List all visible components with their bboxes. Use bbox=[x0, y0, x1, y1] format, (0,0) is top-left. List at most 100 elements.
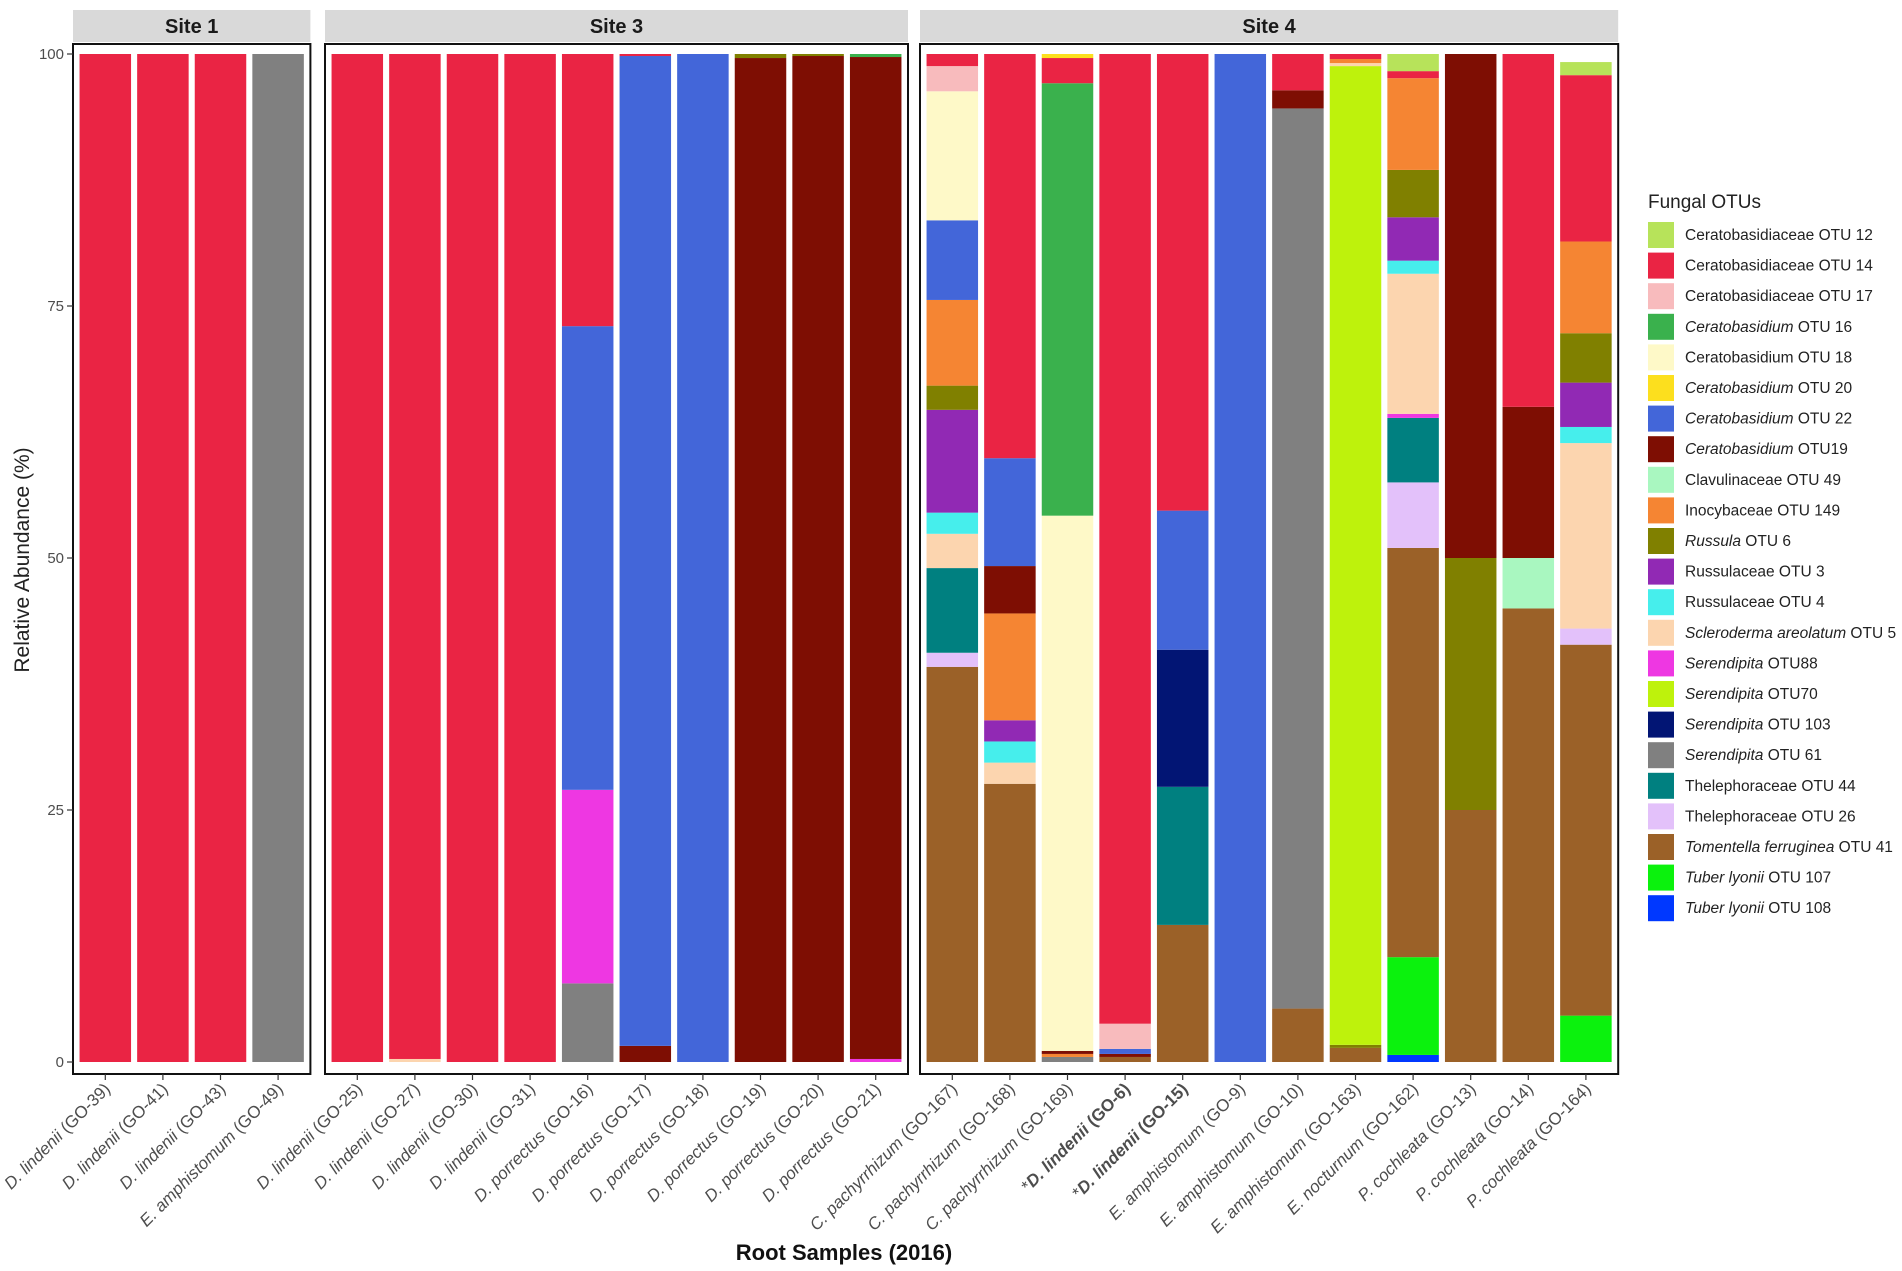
bar-segment-o17 bbox=[926, 66, 979, 92]
facet-panel-border bbox=[324, 43, 909, 1075]
bar-segment-o6 bbox=[926, 385, 979, 410]
bar-segment-o19 bbox=[1272, 90, 1324, 109]
legend-key-o49 bbox=[1648, 466, 1674, 493]
x-tick-label: D. lindenii (GO-39) bbox=[0, 1079, 114, 1193]
y-tick-label: 25 bbox=[47, 802, 64, 819]
bar-segment-o14 bbox=[984, 54, 1036, 459]
bar-segment-o3 bbox=[926, 409, 979, 513]
bar-segment-o14 bbox=[926, 54, 979, 67]
legend-label: Serendipita OTU88 bbox=[1685, 655, 1818, 672]
legend-label: Ceratobasidiaceae OTU 14 bbox=[1685, 258, 1873, 275]
bar-segment-o19 bbox=[849, 57, 902, 1059]
bar-segment-o41 bbox=[1560, 644, 1612, 1016]
facet-panel-border bbox=[919, 43, 1620, 1075]
bar-segment-o14 bbox=[619, 54, 672, 57]
facet-strip bbox=[325, 10, 908, 42]
legend-key-o14 bbox=[1648, 252, 1674, 279]
bar-segment-o6 bbox=[1387, 169, 1439, 218]
bar-segment-o14 bbox=[1329, 54, 1382, 60]
x-tick-label: D. lindenii (GO-43) bbox=[116, 1079, 230, 1193]
legend-key-o44 bbox=[1648, 772, 1674, 799]
bar-segment-o16 bbox=[1041, 83, 1094, 516]
legend-key-o16 bbox=[1648, 313, 1674, 340]
legend-key-o19 bbox=[1648, 436, 1674, 463]
x-tick-label: D. lindenii (GO-41) bbox=[58, 1079, 172, 1193]
legend-key-o20 bbox=[1648, 375, 1674, 401]
legend-key-o61 bbox=[1648, 742, 1674, 769]
bar-segment-o88 bbox=[1387, 413, 1439, 418]
facet-strips: Site 1 Site 3 Site 4 bbox=[73, 10, 1619, 42]
legend-label: Ceratobasidiaceae OTU 12 bbox=[1685, 227, 1873, 244]
bar-segment-o149 bbox=[984, 613, 1036, 721]
bar-segment-o103 bbox=[1156, 649, 1209, 787]
legend-label: Ceratobasidium OTU 20 bbox=[1685, 380, 1853, 397]
bar-segment-o3 bbox=[984, 720, 1036, 742]
bar-segment-o14 bbox=[389, 54, 441, 1059]
bar-segment-o17 bbox=[1099, 1023, 1151, 1049]
bar-segment-o41 bbox=[926, 666, 979, 1062]
legend-key-o22 bbox=[1648, 405, 1674, 432]
bar-segment-o19 bbox=[734, 58, 787, 1063]
bar-segment-o61 bbox=[1041, 1056, 1094, 1062]
bar-segment-o14 bbox=[561, 54, 614, 327]
bar-segment-o26 bbox=[1560, 628, 1612, 645]
bar-segment-o19 bbox=[619, 1045, 672, 1062]
legend-key-o5 bbox=[1648, 619, 1674, 646]
bar-segment-o6 bbox=[1329, 1044, 1382, 1048]
legend-label: Thelephoraceae OTU 26 bbox=[1685, 808, 1856, 825]
bar-segment-o14 bbox=[79, 54, 132, 1062]
legend-key-o26 bbox=[1648, 803, 1674, 830]
bar-segment-o14 bbox=[1387, 71, 1439, 79]
legend-key-o88 bbox=[1648, 650, 1674, 677]
bar-segment-o149 bbox=[1387, 78, 1439, 170]
legend-label: Inocybaceae OTU 149 bbox=[1685, 502, 1840, 519]
bar-segment-o4 bbox=[984, 741, 1036, 763]
bar-segment-o149 bbox=[1041, 1053, 1094, 1057]
bar-segment-o22 bbox=[1214, 54, 1267, 1062]
legend-label: Tuber lyonii OTU 108 bbox=[1685, 900, 1831, 917]
bar-segment-o22 bbox=[1156, 510, 1209, 650]
bar-segment-o14 bbox=[1272, 54, 1324, 91]
bar-segment-o6 bbox=[734, 54, 787, 59]
bar-segment-o22 bbox=[677, 54, 729, 1062]
legend-key-o6 bbox=[1648, 528, 1674, 554]
bar-segment-o18 bbox=[926, 91, 979, 221]
bar-segment-o19 bbox=[1041, 1050, 1094, 1054]
bar-segment-o22 bbox=[619, 56, 672, 1046]
x-tick-label: *D. lindenii (GO-6) bbox=[1018, 1079, 1134, 1195]
legend-label: Ceratobasidium OTU 22 bbox=[1685, 411, 1852, 428]
bar-segment-o5 bbox=[926, 533, 979, 569]
y-tick-label: 0 bbox=[56, 1054, 64, 1071]
legend-title: Fungal OTUs bbox=[1648, 192, 1761, 213]
bar-segment-o14 bbox=[446, 54, 499, 1062]
bar-segment-o5 bbox=[389, 1058, 441, 1062]
bar-segments bbox=[79, 54, 1612, 1063]
y-axis-title: Relative Abundance (%) bbox=[11, 447, 34, 672]
bar-segment-o19 bbox=[984, 566, 1036, 614]
x-axis: D. lindenii (GO-39)D. lindenii (GO-41)D.… bbox=[0, 1074, 1595, 1237]
legend-key-o18 bbox=[1648, 344, 1674, 371]
legend-key-o3 bbox=[1648, 558, 1674, 585]
bar-segment-o20 bbox=[1041, 54, 1094, 59]
bar-segment-o149 bbox=[1560, 241, 1612, 334]
legend-key-o107 bbox=[1648, 864, 1674, 891]
facet-strip-label: Site 1 bbox=[165, 16, 218, 38]
bar-segment-o19 bbox=[792, 56, 844, 1063]
bar-segment-o14 bbox=[1099, 54, 1151, 1024]
x-tick-label: D. lindenii (GO-27) bbox=[310, 1079, 424, 1193]
legend-key-o41 bbox=[1648, 834, 1674, 860]
legend-key-o108 bbox=[1648, 895, 1674, 922]
bar-segment-o22 bbox=[984, 458, 1036, 567]
legend: Fungal OTUs Ceratobasidiaceae OTU 12 Cera… bbox=[1648, 192, 1896, 922]
bar-segment-o3 bbox=[1560, 382, 1612, 427]
x-tick-label: D. lindenii (GO-31) bbox=[425, 1079, 539, 1193]
bar-segment-o41 bbox=[1099, 1056, 1151, 1062]
legend-key-o12 bbox=[1648, 222, 1674, 248]
bar-segment-o14 bbox=[137, 54, 189, 1062]
bar-segment-o41 bbox=[984, 783, 1036, 1062]
bar-segment-o6 bbox=[1444, 558, 1497, 810]
bar-segment-o14 bbox=[504, 54, 556, 1062]
legend-key-o4 bbox=[1648, 589, 1674, 616]
facet-strip bbox=[920, 10, 1619, 42]
